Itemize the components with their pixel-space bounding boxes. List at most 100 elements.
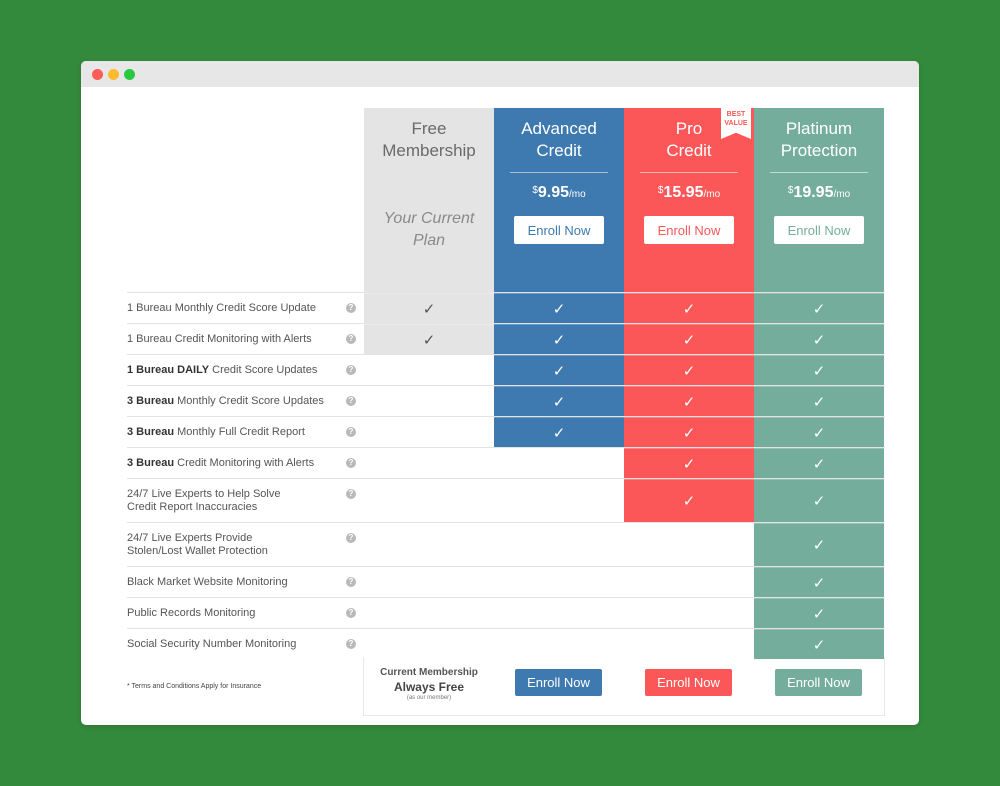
- help-icon[interactable]: ?: [346, 608, 356, 618]
- enroll-pro-button[interactable]: Enroll Now: [644, 216, 734, 244]
- feature-label: 3 Bureau Credit Monitoring with Alerts: [127, 457, 357, 470]
- check-icon: ✓: [754, 386, 884, 416]
- help-icon[interactable]: ?: [346, 639, 356, 649]
- plan-divider: [640, 172, 738, 173]
- feature-label: 24/7 Live Experts to Help Solve Credit Re…: [127, 488, 357, 514]
- maximize-window-icon[interactable]: [124, 69, 135, 80]
- feature-row: Public Records Monitoring? ✓: [127, 597, 885, 628]
- check-icon: ✓: [754, 629, 884, 659]
- help-icon[interactable]: ?: [346, 303, 356, 313]
- plan-title-pro: Pro Credit: [666, 119, 712, 160]
- plan-header-advanced: Advanced Credit $9.95/mo Enroll Now: [494, 108, 624, 292]
- plan-header-free: Free Membership Your Current Plan: [364, 108, 494, 292]
- feature-row: 3 Bureau Monthly Full Credit Report? ✓ ✓ ✓: [127, 416, 885, 447]
- feature-label-text: Monthly Credit Score Updates: [174, 395, 324, 407]
- check-icon: ✓: [624, 293, 754, 323]
- help-icon[interactable]: ?: [346, 533, 356, 543]
- minimize-window-icon[interactable]: [108, 69, 119, 80]
- plan-header-pro: BEST VALUE Pro Credit $15.95/mo Enroll N…: [624, 108, 754, 292]
- current-membership-label: Current Membership Always Free (as our m…: [380, 667, 478, 701]
- footer-enroll-pro-button[interactable]: Enroll Now: [645, 669, 732, 696]
- footer-enroll-advanced-button[interactable]: Enroll Now: [515, 669, 602, 696]
- plan-title-free: Free Membership: [382, 119, 476, 160]
- feature-label-text: Credit Monitoring with Alerts: [174, 457, 315, 469]
- help-icon[interactable]: ?: [346, 489, 356, 499]
- browser-window: Free Membership Your Current Plan Advanc…: [81, 61, 919, 725]
- check-icon: ✓: [364, 324, 494, 354]
- feature-row: Black Market Website Monitoring? ✓: [127, 566, 885, 597]
- help-icon[interactable]: ?: [346, 334, 356, 344]
- check-icon: ✓: [494, 324, 624, 354]
- help-icon[interactable]: ?: [346, 365, 356, 375]
- feature-label-bold: 3 Bureau: [127, 457, 175, 469]
- feature-label: Black Market Website Monitoring: [127, 576, 357, 589]
- feature-label-text: Public Records Monitoring: [127, 607, 256, 619]
- check-icon: ✓: [494, 386, 624, 416]
- check-icon: ✓: [494, 293, 624, 323]
- feature-label: 1 Bureau DAILY Credit Score Updates: [127, 364, 357, 377]
- feature-label: 24/7 Live Experts Provide Stolen/Lost Wal…: [127, 532, 357, 558]
- help-icon[interactable]: ?: [346, 458, 356, 468]
- enroll-platinum-button[interactable]: Enroll Now: [774, 216, 864, 244]
- check-icon: ✓: [754, 355, 884, 385]
- footer-enroll-platinum-button[interactable]: Enroll Now: [775, 669, 862, 696]
- feature-label-text: Black Market Website Monitoring: [127, 576, 288, 588]
- check-icon: ✓: [624, 324, 754, 354]
- plan-price-pro: $15.95/mo: [657, 184, 721, 201]
- feature-label-text: Credit Report Inaccuracies: [127, 501, 258, 513]
- plan-header-platinum: Platinum Protection $19.95/mo Enroll Now: [754, 108, 884, 292]
- feature-label: 3 Bureau Monthly Credit Score Updates: [127, 395, 357, 408]
- feature-label: Social Security Number Monitoring: [127, 638, 357, 651]
- feature-row: 1 Bureau Credit Monitoring with Alerts? ✓…: [127, 323, 885, 354]
- feature-label-text: Monthly Full Credit Report: [174, 426, 305, 438]
- terms-note: * Terms and Conditions Apply for Insuran…: [127, 683, 262, 690]
- check-icon: ✓: [754, 417, 884, 447]
- feature-label-text: 24/7 Live Experts to Help Solve: [127, 488, 281, 500]
- check-icon: ✓: [754, 448, 884, 478]
- plan-title-advanced: Advanced Credit: [521, 119, 597, 160]
- help-icon[interactable]: ?: [346, 396, 356, 406]
- feature-row: 1 Bureau Monthly Credit Score Update? ✓ ✓ ✓…: [127, 292, 885, 323]
- feature-label-text: 1 Bureau Monthly Credit Score Update: [127, 302, 316, 314]
- feature-label-bold: 1 Bureau DAILY: [127, 364, 210, 376]
- check-icon: ✓: [364, 293, 494, 323]
- feature-label: 3 Bureau Monthly Full Credit Report: [127, 426, 357, 439]
- feature-row: 24/7 Live Experts to Help Solve Credit Re…: [127, 478, 885, 522]
- plan-price-advanced: $9.95/mo: [532, 184, 586, 201]
- feature-label-text: 1 Bureau Credit Monitoring with Alerts: [127, 333, 312, 345]
- feature-label: 1 Bureau Credit Monitoring with Alerts: [127, 333, 357, 346]
- window-titlebar: [81, 61, 919, 87]
- plan-divider: [510, 172, 608, 173]
- feature-label-text: Credit Score Updates: [209, 364, 318, 376]
- check-icon: ✓: [754, 479, 884, 522]
- check-icon: ✓: [754, 598, 884, 628]
- check-icon: ✓: [494, 355, 624, 385]
- help-icon[interactable]: ?: [346, 427, 356, 437]
- check-icon: ✓: [754, 567, 884, 597]
- check-icon: ✓: [754, 293, 884, 323]
- feature-row: 1 Bureau DAILY Credit Score Updates? ✓ ✓ ✓: [127, 354, 885, 385]
- feature-label: 1 Bureau Monthly Credit Score Update: [127, 302, 357, 315]
- enroll-advanced-button[interactable]: Enroll Now: [514, 216, 604, 244]
- close-window-icon[interactable]: [92, 69, 103, 80]
- feature-label-bold: 3 Bureau: [127, 395, 175, 407]
- footer-box: [363, 657, 885, 716]
- plan-title-platinum: Platinum Protection: [780, 119, 858, 160]
- check-icon: ✓: [494, 417, 624, 447]
- feature-row: 3 Bureau Monthly Credit Score Updates? ✓ ✓…: [127, 385, 885, 416]
- feature-label: Public Records Monitoring: [127, 607, 357, 620]
- check-icon: ✓: [754, 523, 884, 566]
- feature-label-text: Stolen/Lost Wallet Protection: [127, 545, 268, 557]
- check-icon: ✓: [624, 386, 754, 416]
- feature-row: 24/7 Live Experts Provide Stolen/Lost Wal…: [127, 522, 885, 566]
- feature-label-bold: 3 Bureau: [127, 426, 175, 438]
- check-icon: ✓: [624, 479, 754, 522]
- current-plan-label: Your Current Plan: [383, 210, 475, 249]
- plan-divider: [770, 172, 868, 173]
- feature-row: 3 Bureau Credit Monitoring with Alerts? ✓…: [127, 447, 885, 478]
- help-icon[interactable]: ?: [346, 577, 356, 587]
- check-icon: ✓: [754, 324, 884, 354]
- check-icon: ✓: [624, 355, 754, 385]
- feature-label-text: 24/7 Live Experts Provide: [127, 532, 253, 544]
- feature-label-text: Social Security Number Monitoring: [127, 638, 297, 650]
